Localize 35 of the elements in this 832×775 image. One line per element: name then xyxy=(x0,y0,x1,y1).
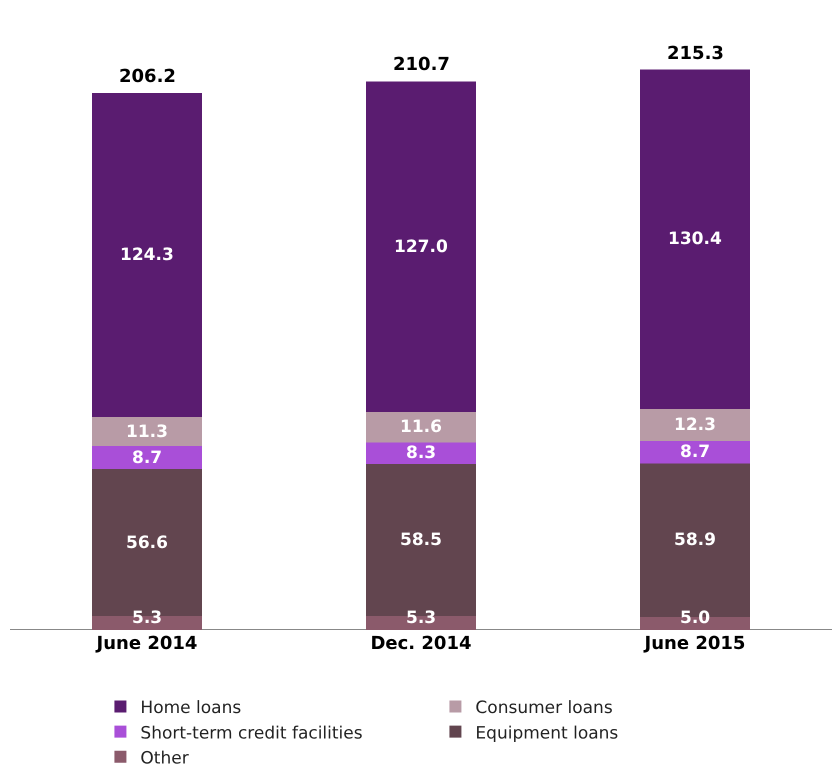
total-label: 206.2 xyxy=(119,66,176,87)
data-label: 8.7 xyxy=(680,442,710,462)
legend-label: Home loans xyxy=(140,698,242,718)
legend-label: Short-term credit facilities xyxy=(140,723,363,744)
data-label: 5.3 xyxy=(406,608,436,628)
bar xyxy=(92,416,202,446)
x-tick-label: June 2015 xyxy=(642,633,746,654)
data-label: 56.6 xyxy=(126,533,168,553)
data-label: 8.7 xyxy=(132,448,162,468)
bar xyxy=(366,412,476,442)
bar xyxy=(640,408,750,441)
data-label: 11.3 xyxy=(126,422,168,442)
data-label: 58.5 xyxy=(400,530,442,550)
data-label: 58.9 xyxy=(674,530,716,550)
bar xyxy=(366,81,476,412)
data-label: 130.4 xyxy=(668,229,722,249)
bar xyxy=(92,93,202,417)
data-label: 127.0 xyxy=(394,237,448,257)
data-label: 5.0 xyxy=(680,608,710,628)
total-label: 215.3 xyxy=(667,43,724,64)
legend-label: Consumer loans xyxy=(475,698,613,718)
data-label: 5.3 xyxy=(132,608,162,628)
legend-label: Other xyxy=(140,748,189,768)
x-tick-label: June 2014 xyxy=(94,633,198,654)
data-label: 124.3 xyxy=(120,245,174,265)
bar xyxy=(640,441,750,464)
data-label: 12.3 xyxy=(674,415,716,435)
data-label: 8.3 xyxy=(406,443,436,463)
bar xyxy=(640,70,750,409)
bar xyxy=(92,446,202,469)
data-label: 11.6 xyxy=(400,417,442,437)
legend-label: Equipment loans xyxy=(475,723,618,744)
total-label: 210.7 xyxy=(393,54,450,75)
x-tick-label: Dec. 2014 xyxy=(370,633,472,654)
bar xyxy=(366,442,476,464)
